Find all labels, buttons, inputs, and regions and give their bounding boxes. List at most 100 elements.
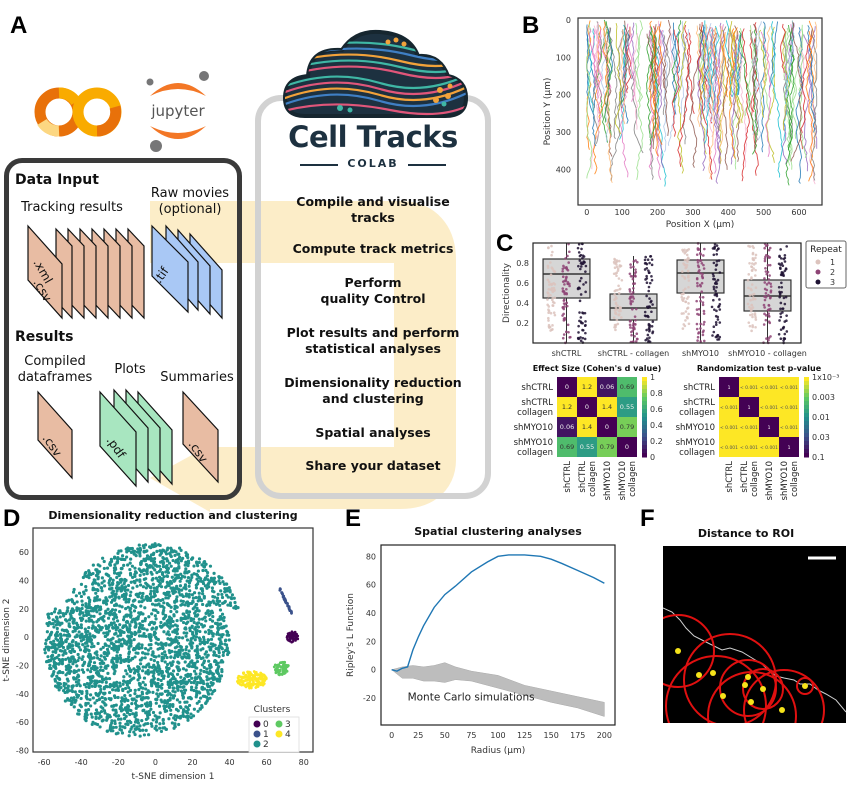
data-point: [680, 295, 684, 299]
step-spatial: Spatial analyses: [262, 425, 484, 441]
x-tick-label: 600: [791, 208, 806, 217]
data-point: [779, 267, 782, 270]
roi-background: [663, 546, 846, 723]
tsne-point: [151, 718, 155, 722]
cell-track: [697, 31, 707, 171]
colorbar-segment: [804, 393, 809, 398]
data-point: [681, 292, 685, 296]
data-point: [628, 272, 632, 276]
tsne-point: [126, 690, 130, 694]
tsne-point: [156, 694, 160, 698]
legend-title: Repeat: [810, 245, 842, 255]
colorbar-tick-label: 0.003: [812, 393, 835, 402]
data-point: [648, 261, 651, 265]
data-point: [779, 257, 783, 260]
data-point: [636, 260, 639, 264]
colorbar-tick-label: 0.2: [650, 437, 663, 446]
data-point: [613, 293, 616, 296]
data-point: [765, 272, 769, 276]
heatmap-cell: [719, 437, 739, 457]
tsne-point: [199, 668, 203, 672]
colorbar-segment: [642, 381, 647, 386]
data-point: [747, 321, 751, 324]
cell-track: [760, 31, 772, 158]
data-point: [697, 332, 700, 335]
data-point: [698, 269, 701, 272]
tsne-point: [116, 717, 121, 721]
data-point: [696, 312, 699, 316]
data-point: [768, 321, 772, 325]
data-point: [634, 259, 637, 262]
heatmap-cell: [597, 417, 617, 437]
data-point: [613, 309, 617, 312]
tsne-point: [178, 579, 182, 583]
heatmap-row-label: collagen: [679, 448, 715, 458]
data-point: [767, 308, 771, 311]
x-tick-label: 400: [721, 208, 736, 217]
heatmap-cell-label: < 0.001: [720, 445, 738, 451]
data-point: [769, 285, 773, 288]
y-axis-label: Position Y (µm): [543, 78, 553, 146]
data-point: [645, 281, 649, 285]
data-point: [562, 333, 566, 336]
tsne-point: [138, 583, 143, 587]
data-point: [767, 293, 770, 297]
data-point: [748, 261, 751, 265]
colorbar-tick-label: 0.03: [812, 433, 830, 442]
data-point: [716, 247, 720, 251]
data-point: [698, 252, 702, 255]
data-point: [634, 318, 637, 322]
data-point: [577, 324, 580, 328]
data-point: [750, 307, 753, 310]
data-point: [697, 248, 701, 251]
data-point: [551, 324, 554, 327]
cell-track: [810, 28, 818, 181]
data-point: [561, 287, 565, 290]
data-point: [616, 304, 619, 307]
cell-point: [802, 683, 808, 689]
data-point: [579, 293, 583, 296]
cell-track: [592, 21, 609, 175]
cell-tracks-subtitle-line-right: [408, 164, 446, 166]
data-point: [584, 270, 587, 273]
data-point: [651, 320, 655, 323]
y-tick-label: 100: [556, 53, 571, 62]
data-point: [766, 263, 770, 267]
data-point: [650, 310, 653, 314]
plots-label: Plots: [114, 362, 146, 377]
data-point: [629, 263, 632, 266]
data-point: [715, 263, 719, 266]
data-point: [763, 277, 766, 280]
cell-track: [782, 29, 790, 131]
x-tick-label: shMYO10 - collagen: [728, 349, 807, 358]
data-point: [697, 265, 701, 269]
tsne-point: [149, 657, 153, 662]
data-point: [620, 316, 623, 319]
tsne-point: [196, 569, 200, 573]
heatmap-cell: [617, 397, 637, 417]
colorbar-segment: [642, 389, 647, 394]
tsne-point: [48, 663, 52, 667]
data-point: [784, 295, 788, 299]
tsne-point: [190, 575, 194, 579]
data-point: [581, 256, 584, 260]
data-point: [762, 323, 766, 326]
data-point: [782, 337, 786, 340]
data-point: [612, 260, 616, 264]
heatmap-cell-label: < 0.001: [780, 385, 798, 391]
cell-track: [762, 25, 771, 121]
colorbar-tick-label: 1x10⁻³: [812, 373, 839, 382]
cell-track: [749, 29, 760, 113]
input-flow-arrow: [150, 201, 456, 509]
data-point: [754, 253, 758, 257]
data-point: [751, 315, 754, 319]
data-point: [684, 319, 687, 322]
data-point: [779, 315, 783, 319]
colorbar-segment: [642, 401, 647, 406]
tsne-point: [221, 650, 226, 654]
y-tick-label: 0.6: [516, 279, 529, 288]
data-point: [618, 287, 622, 291]
data-point: [696, 258, 699, 262]
data-point: [633, 272, 637, 275]
data-point: [581, 328, 584, 332]
